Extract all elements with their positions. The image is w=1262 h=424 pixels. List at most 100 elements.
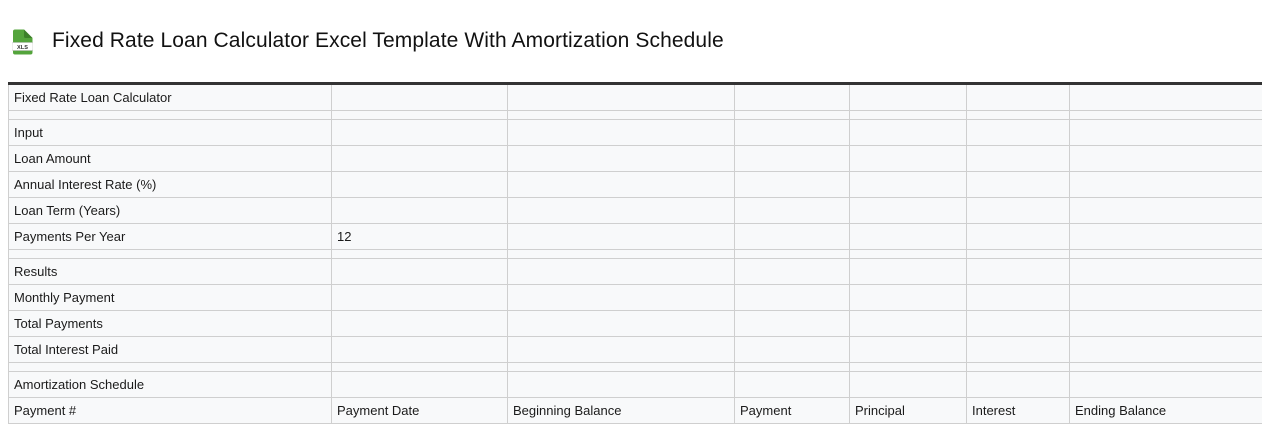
table-cell [508,224,735,250]
loan-calculator-table: Fixed Rate Loan Calculator Input [8,82,1262,424]
table-cell: Total Interest Paid [9,337,332,363]
table-row-input-header: Input [9,120,1262,146]
table-cell [332,259,508,285]
table-cell [332,250,508,259]
table-cell [9,111,332,120]
table-cell: Fixed Rate Loan Calculator [9,84,332,111]
table-row-total-payments: Total Payments [9,311,1262,337]
table-row-loan-amount: Loan Amount [9,146,1262,172]
table-cell [332,285,508,311]
table-cell [967,198,1070,224]
xls-file-icon: XLS [12,29,33,55]
table-cell [735,111,850,120]
table-cell: Annual Interest Rate (%) [9,172,332,198]
table-cell [1070,224,1262,250]
spacer-row [9,363,1262,372]
table-cell [735,172,850,198]
table-cell: Loan Term (Years) [9,198,332,224]
table-cell [850,172,967,198]
table-cell: Total Payments [9,311,332,337]
column-header-principal: Principal [850,398,967,424]
table-cell [850,146,967,172]
table-cell [508,146,735,172]
table-cell [967,84,1070,111]
table-cell [735,84,850,111]
table-row-interest-rate: Annual Interest Rate (%) [9,172,1262,198]
table-cell [967,172,1070,198]
table-cell [508,120,735,146]
file-fold [24,30,33,39]
table-cell [332,111,508,120]
table-cell [850,198,967,224]
spacer-row [9,111,1262,120]
table-cell [967,337,1070,363]
table-cell [1070,250,1262,259]
table-cell [1070,285,1262,311]
table-cell [850,84,967,111]
file-label-text: XLS [17,45,28,51]
table-row-results-header: Results [9,259,1262,285]
table-cell [850,285,967,311]
table-cell [967,111,1070,120]
table-cell [508,337,735,363]
table-cell: Input [9,120,332,146]
table-cell [1070,259,1262,285]
table-cell [1070,146,1262,172]
column-header-payment: Payment [735,398,850,424]
table-cell [1070,372,1262,398]
table-cell [1070,120,1262,146]
table-cell [1070,111,1262,120]
table-row-payments-per-year: Payments Per Year 12 [9,224,1262,250]
table-cell [9,363,332,372]
table-cell [967,363,1070,372]
spacer-row [9,250,1262,259]
table-cell [967,250,1070,259]
table-cell [508,250,735,259]
table-cell [850,372,967,398]
table-cell [967,146,1070,172]
table-cell [967,224,1070,250]
table-cell [735,363,850,372]
table-cell [1070,84,1262,111]
table-cell [332,311,508,337]
table-cell [332,337,508,363]
table-cell [850,250,967,259]
table-cell [332,146,508,172]
table-cell: Amortization Schedule [9,372,332,398]
column-header-interest: Interest [967,398,1070,424]
table-cell [850,120,967,146]
table-cell [1070,172,1262,198]
table-cell [508,285,735,311]
table-cell [735,120,850,146]
table-row-amortization-header: Amortization Schedule [9,372,1262,398]
table-cell [1070,311,1262,337]
table-cell [508,259,735,285]
table-cell [735,224,850,250]
table-cell: Payments Per Year [9,224,332,250]
column-header-payment-number: Payment # [9,398,332,424]
table-cell [967,120,1070,146]
table-row-title: Fixed Rate Loan Calculator [9,84,1262,111]
table-cell [850,337,967,363]
table-cell [508,372,735,398]
table-cell [735,337,850,363]
table-cell [967,259,1070,285]
table-cell [850,111,967,120]
column-header-ending-balance: Ending Balance [1070,398,1262,424]
table-cell [332,172,508,198]
table-cell [332,372,508,398]
page-title: Fixed Rate Loan Calculator Excel Templat… [52,29,724,53]
table-cell [332,198,508,224]
table-cell [735,285,850,311]
table-row-monthly-payment: Monthly Payment [9,285,1262,311]
table-cell [967,285,1070,311]
table-cell [9,250,332,259]
table-cell [850,224,967,250]
table-cell [735,250,850,259]
table-cell [332,363,508,372]
table-cell [735,259,850,285]
table-cell-value: 12 [332,224,508,250]
table-cell [508,363,735,372]
table-cell [735,146,850,172]
table-cell [508,311,735,337]
